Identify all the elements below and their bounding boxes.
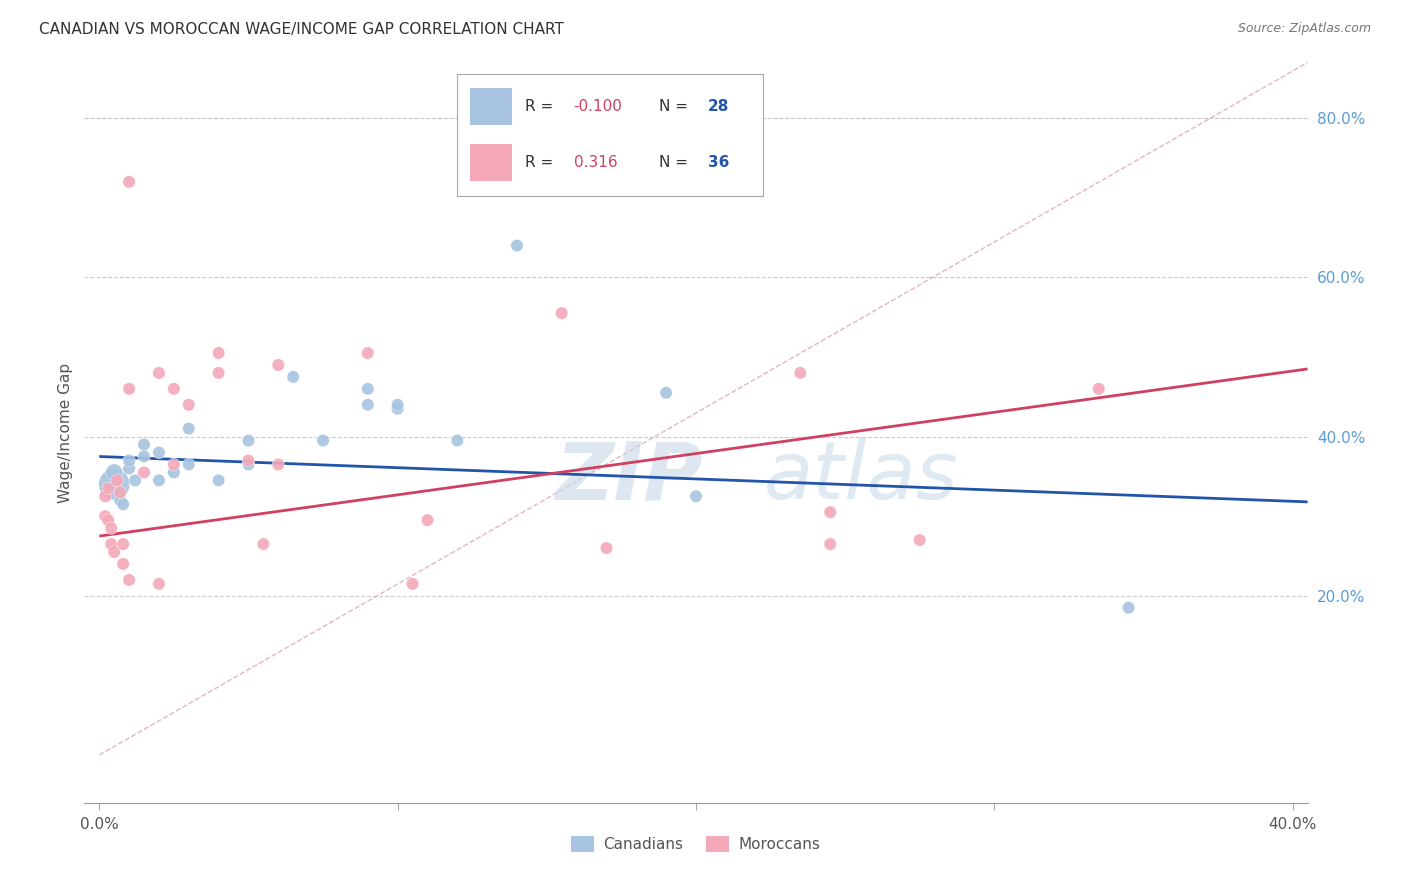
Point (595, 541, 617, 555)
Point (207, 474, 229, 488)
Point (108, 493, 131, 508)
Point (132, 437, 155, 451)
Point (163, 458, 186, 472)
Point (105, 474, 128, 488)
Text: atlas: atlas (763, 438, 957, 516)
Point (163, 466, 186, 480)
Point (103, 477, 125, 491)
Point (357, 382, 380, 396)
Y-axis label: Wage/Income Gap: Wage/Income Gap (58, 362, 73, 503)
Point (1087, 382, 1109, 396)
Point (177, 398, 200, 412)
Point (97, 513, 120, 527)
Point (118, 573, 141, 587)
Point (252, 537, 274, 551)
Point (416, 513, 439, 527)
Point (207, 366, 229, 380)
Point (401, 577, 423, 591)
Point (238, 453, 260, 467)
Point (238, 434, 260, 448)
Point (118, 453, 141, 467)
Point (94, 509, 117, 524)
Point (818, 505, 841, 519)
Point (100, 521, 122, 535)
Point (94, 489, 117, 503)
Point (103, 545, 125, 559)
Point (207, 346, 229, 360)
Point (357, 346, 380, 360)
Point (163, 382, 186, 396)
Text: CANADIAN VS MOROCCAN WAGE/INCOME GAP CORRELATION CHART: CANADIAN VS MOROCCAN WAGE/INCOME GAP COR… (39, 22, 564, 37)
Text: ZIP: ZIP (555, 438, 703, 516)
Point (148, 474, 170, 488)
Point (118, 175, 141, 189)
Point (100, 537, 122, 551)
Point (124, 474, 146, 488)
Legend: Canadians, Moroccans: Canadians, Moroccans (565, 830, 827, 858)
Point (148, 577, 170, 591)
Point (818, 537, 841, 551)
Point (118, 461, 141, 475)
Point (387, 401, 409, 416)
Point (357, 398, 380, 412)
Point (908, 533, 931, 547)
Point (103, 466, 125, 480)
Point (283, 370, 305, 384)
Point (148, 366, 170, 380)
Point (655, 385, 678, 400)
Point (1118, 600, 1140, 615)
Point (118, 382, 141, 396)
Point (551, 306, 574, 320)
Text: Source: ZipAtlas.com: Source: ZipAtlas.com (1237, 22, 1371, 36)
Point (685, 489, 707, 503)
Point (267, 458, 290, 472)
Point (132, 450, 155, 464)
Point (112, 537, 135, 551)
Point (112, 557, 135, 571)
Point (112, 497, 135, 511)
Point (267, 358, 290, 372)
Point (97, 481, 120, 495)
Point (446, 434, 468, 448)
Point (177, 422, 200, 436)
Point (108, 485, 131, 500)
Point (506, 238, 529, 252)
Point (238, 458, 260, 472)
Point (387, 398, 409, 412)
Point (177, 458, 200, 472)
Point (312, 434, 335, 448)
Point (132, 466, 155, 480)
Point (148, 445, 170, 459)
Point (789, 366, 811, 380)
